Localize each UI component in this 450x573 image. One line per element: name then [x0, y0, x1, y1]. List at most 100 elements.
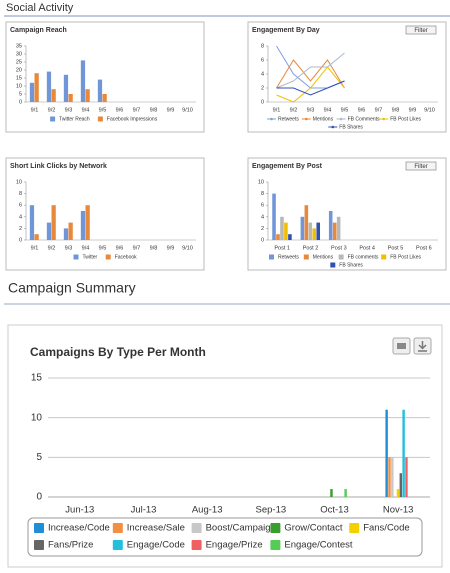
- bar: [288, 234, 292, 240]
- y-tick-label: 2: [261, 85, 264, 91]
- y-tick-label: 10: [16, 179, 22, 185]
- legend-label: Fans/Prize: [48, 540, 93, 551]
- bar: [68, 222, 73, 240]
- y-tick-label: 6: [19, 203, 22, 209]
- y-tick-label: 4: [19, 214, 22, 220]
- y-tick-label: 20: [16, 67, 22, 73]
- bar: [34, 234, 39, 240]
- bar: [80, 211, 86, 240]
- y-tick-label: 30: [16, 51, 22, 57]
- section-title: Social Activity: [6, 2, 74, 14]
- print-button[interactable]: [392, 337, 411, 355]
- bar: [300, 216, 305, 240]
- filter-button[interactable]: [405, 25, 437, 35]
- y-tick-label: 10: [16, 83, 22, 89]
- legend-swatch: [97, 116, 103, 122]
- bar: [51, 205, 56, 240]
- x-tick-label: 9/1: [273, 107, 281, 113]
- bar: [396, 489, 400, 497]
- bar: [312, 228, 317, 240]
- x-tick-label: 9/8: [150, 245, 158, 251]
- legend-swatch: [331, 125, 335, 129]
- legend-label: Increase/Sale: [127, 523, 185, 534]
- bar: [68, 94, 73, 102]
- legend-swatch: [382, 117, 386, 121]
- y-tick-label: 15: [31, 373, 43, 384]
- bar: [402, 409, 405, 497]
- y-tick-label: 5: [36, 452, 42, 463]
- x-tick-label: Jul-13: [131, 505, 157, 516]
- x-tick-label: 9/2: [48, 107, 56, 113]
- bar: [330, 489, 333, 497]
- filter-button[interactable]: [405, 161, 437, 171]
- x-tick-label: 9/9: [409, 107, 417, 113]
- y-tick-label: 15: [16, 75, 22, 81]
- y-tick-label: 35: [16, 43, 22, 49]
- bar: [272, 193, 276, 240]
- legend-label: FB Shares: [339, 124, 363, 130]
- bar: [63, 74, 69, 102]
- x-tick-label: 9/4: [324, 107, 332, 113]
- legend-label: Mentions: [313, 254, 334, 260]
- bar: [80, 60, 86, 102]
- x-tick-label: 9/8: [150, 107, 158, 113]
- legend-swatch: [34, 540, 44, 550]
- x-tick-label: Post 4: [359, 245, 375, 251]
- bar: [284, 222, 288, 240]
- bar: [46, 71, 52, 102]
- x-tick-label: 9/2: [48, 245, 56, 251]
- legend-label: Retweets: [278, 254, 299, 260]
- x-tick-label: Post 6: [416, 245, 432, 251]
- bar: [388, 457, 391, 497]
- x-tick-label: 9/5: [341, 107, 349, 113]
- bar: [51, 89, 56, 102]
- bar: [102, 94, 107, 102]
- legend-swatch: [339, 117, 343, 121]
- legend-swatch: [34, 523, 44, 533]
- legend-label: Fans/Code: [363, 523, 409, 534]
- bar: [29, 82, 35, 102]
- section-title: Campaign Summary: [8, 280, 136, 296]
- x-tick-label: 9/10: [424, 107, 435, 113]
- bar: [385, 409, 388, 497]
- legend-label: Twitter Reach: [59, 116, 90, 122]
- bar: [308, 222, 313, 240]
- x-tick-label: 9/5: [99, 245, 107, 251]
- legend-label: Engage/Code: [127, 540, 185, 551]
- y-tick-label: 8: [261, 43, 264, 49]
- legend-swatch: [191, 523, 202, 533]
- legend-label: Retweets: [278, 116, 299, 122]
- legend-label: Boost/Campaign: [206, 523, 276, 534]
- legend-swatch: [105, 254, 111, 260]
- legend-swatch: [270, 117, 273, 121]
- x-tick-label: Post 1: [274, 245, 290, 251]
- legend-label: FB Post Likes: [390, 116, 421, 122]
- x-tick-label: Sep-13: [256, 505, 287, 516]
- x-tick-label: Oct-13: [320, 505, 349, 516]
- x-tick-label: 9/9: [167, 107, 175, 113]
- legend-label: FB Comments: [348, 116, 380, 122]
- y-tick-label: 5: [19, 91, 22, 97]
- legend-swatch: [73, 254, 79, 260]
- x-tick-label: 9/6: [116, 245, 124, 251]
- legend-swatch: [349, 523, 360, 533]
- y-tick-label: 6: [261, 57, 264, 63]
- export-button[interactable]: [413, 337, 432, 355]
- legend-label: Increase/Code: [48, 523, 110, 534]
- chart-title: Engagement By Day: [252, 27, 320, 34]
- y-tick-label: 2: [19, 226, 22, 232]
- legend-swatch: [50, 116, 56, 122]
- legend-label: Grow/Contact: [284, 523, 342, 534]
- y-tick-label: 4: [261, 71, 264, 77]
- y-tick-label: 10: [31, 412, 43, 423]
- chart-panel: [247, 21, 447, 133]
- line: [276, 52, 345, 89]
- chart-panel: [247, 157, 447, 271]
- y-tick-label: 8: [19, 191, 22, 197]
- legend-swatch: [303, 254, 309, 260]
- x-tick-label: 9/5: [99, 107, 107, 113]
- y-tick-label: 25: [16, 59, 22, 65]
- y-tick-label: 0: [261, 237, 264, 243]
- legend-label: Engage/Prize: [206, 540, 263, 551]
